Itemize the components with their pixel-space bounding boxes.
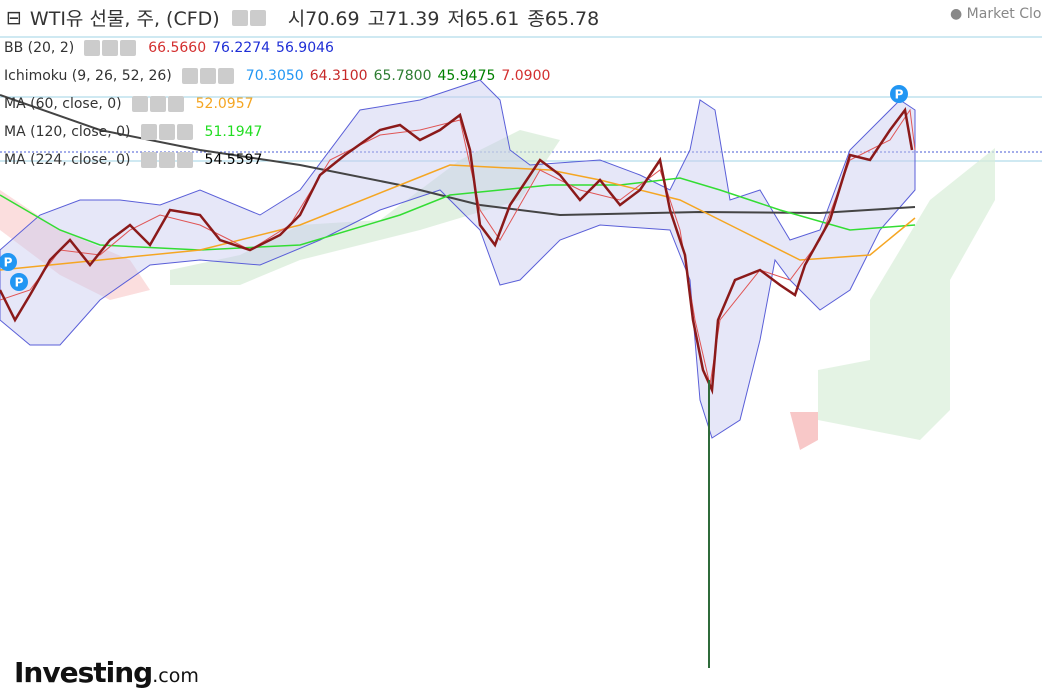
pivot-marker xyxy=(10,273,28,291)
indicator-row: MA (224, close, 0) 54.5597 xyxy=(4,146,550,174)
indicator-value: 7.0900 xyxy=(501,68,551,84)
indicator-name: MA (120, close, 0) xyxy=(4,124,131,140)
indicator-name: BB (20, 2) xyxy=(4,40,75,56)
status-text: Market Closed xyxy=(966,6,1042,22)
icons xyxy=(231,9,266,26)
icon[interactable] xyxy=(176,124,193,140)
icon[interactable] xyxy=(199,68,216,84)
bb-basis xyxy=(0,108,916,386)
indicator-row: BB (20, 2) 66.5660 76.2274 56.9046 xyxy=(4,34,550,62)
ohlc-label: 시 xyxy=(287,8,306,30)
icons xyxy=(131,96,184,112)
indicator-value: 54.5597 xyxy=(204,152,263,168)
cloud-red xyxy=(790,412,818,450)
indicator-value: 70.3050 xyxy=(245,68,304,84)
pivot-label: P xyxy=(4,256,13,270)
icons xyxy=(181,68,234,84)
ma-120 xyxy=(0,177,916,251)
collapse-icon[interactable]: ⊟ xyxy=(6,6,22,29)
indicator-value: 52.0957 xyxy=(195,96,254,112)
icons xyxy=(84,40,137,56)
indicator-row: MA (120, close, 0) 51.1947 xyxy=(4,118,550,146)
indicator-name: Ichimoku (9, 26, 52, 26) xyxy=(4,68,172,84)
icon[interactable] xyxy=(181,68,198,84)
ohlc-value: 70.69 xyxy=(305,8,360,30)
icon[interactable] xyxy=(131,96,148,112)
ohlc-value: 65.61 xyxy=(464,8,520,30)
ohlc-value: 71.39 xyxy=(385,8,440,30)
indicator-value: 65.7800 xyxy=(373,68,432,84)
ohlc: 시70.69 고71.39 저65.61 종65.78 xyxy=(280,4,600,31)
indicator-row: Ichimoku (9, 26, 52, 26) 70.3050 64.3100 65… xyxy=(4,62,550,90)
indicator-value: 56.9046 xyxy=(276,40,334,56)
icon[interactable] xyxy=(102,40,119,56)
pivot-label: P xyxy=(15,276,24,290)
icon[interactable] xyxy=(217,68,234,84)
ohlc-label: 고 xyxy=(367,8,386,30)
icon[interactable] xyxy=(140,124,157,140)
ohlc-label: 종 xyxy=(527,8,545,30)
icon[interactable] xyxy=(84,40,101,56)
icon[interactable] xyxy=(140,152,157,168)
indicator-value: 66.5660 xyxy=(148,40,207,56)
cloud-green xyxy=(818,148,995,440)
icon[interactable] xyxy=(167,96,184,112)
pivot-marker xyxy=(890,85,908,103)
indicator-value: 64.3100 xyxy=(309,68,368,84)
bollinger-band xyxy=(0,79,916,439)
indicator-name: MA (60, close, 0) xyxy=(4,96,122,112)
indicator-value: 76.2274 xyxy=(212,40,271,56)
icon[interactable] xyxy=(149,96,166,112)
ma-224 xyxy=(0,94,916,217)
icon[interactable] xyxy=(176,152,193,168)
indicator-row: MA (60, close, 0) 52.0957 xyxy=(4,90,550,118)
pivot-marker xyxy=(0,253,17,271)
icon[interactable] xyxy=(231,9,248,26)
ma-60 xyxy=(0,164,916,271)
indicator-value: 45.9475 xyxy=(437,68,496,84)
icons xyxy=(140,124,193,140)
header: ⊟ WTI유 선물, 주, (CFD) 시70.69 고71.39 저65.61 종6… xyxy=(6,4,599,31)
logo-brand: Investing xyxy=(14,656,153,689)
icons xyxy=(140,152,193,168)
pivot-label: P xyxy=(895,88,904,102)
icon[interactable] xyxy=(158,152,175,168)
indicator-name: MA (224, close, 0) xyxy=(4,152,131,168)
indicator-value: 51.1947 xyxy=(204,124,263,140)
symbol-title[interactable]: WTI유 선물, 주, (CFD) xyxy=(29,8,220,30)
ohlc-label: 저 xyxy=(447,8,465,30)
logo: Investing.com xyxy=(14,656,199,689)
icon[interactable] xyxy=(249,9,266,26)
price-line xyxy=(0,106,914,395)
ohlc-value: 65.78 xyxy=(544,8,600,30)
logo-suffix: .com xyxy=(152,665,199,687)
icon[interactable] xyxy=(158,124,175,140)
indicator-list: BB (20, 2) 66.5660 76.2274 56.9046 Ichimoku … xyxy=(4,34,550,174)
market-status: ● Market Closed xyxy=(950,6,1042,22)
icon[interactable] xyxy=(120,40,137,56)
